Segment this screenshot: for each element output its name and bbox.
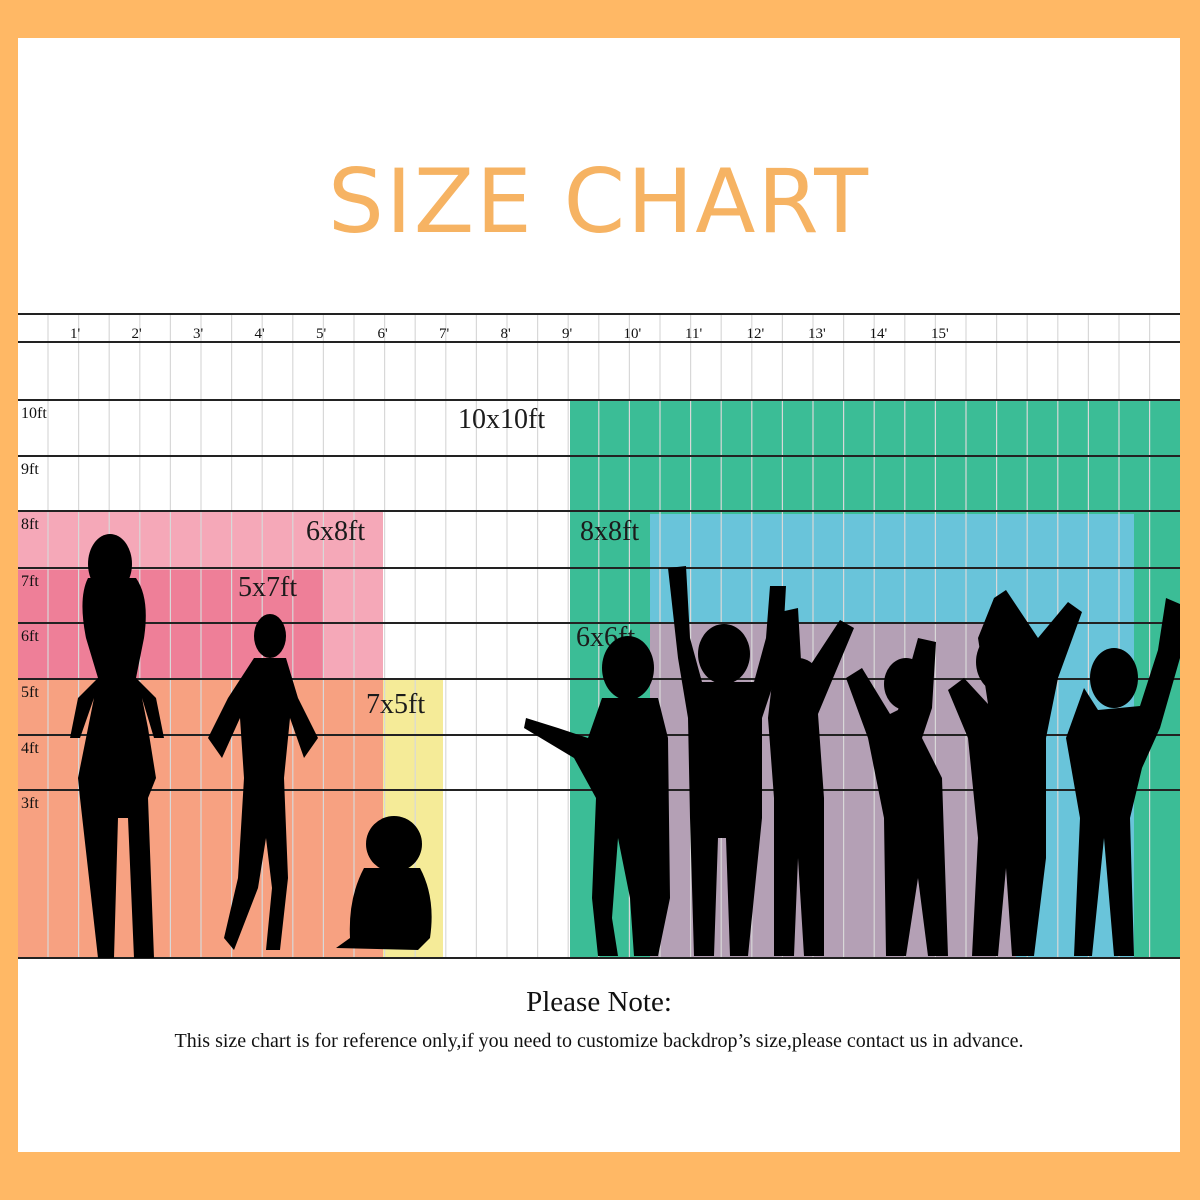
label-6x8: 6x8ft (306, 516, 365, 547)
width-tick-label: 14' (870, 326, 888, 342)
label-10x10: 10x10ft (458, 404, 545, 435)
height-tick-label: 7ft (21, 573, 39, 590)
height-tick-label: 4ft (21, 740, 39, 757)
height-tick-label: 9ft (21, 461, 39, 478)
height-tick-label: 5ft (21, 684, 39, 701)
height-ruler: 10ft 9ft 8ft 7ft 6ft 5ft 4ft 3ft (21, 405, 47, 812)
width-tick-label: 1' (70, 326, 81, 342)
width-tick-label: 2' (132, 326, 143, 342)
width-tick-label: 8' (501, 326, 512, 342)
width-tick-label: 11' (685, 326, 702, 342)
woman-silhouette (70, 534, 164, 958)
baby-silhouette (336, 816, 432, 950)
label-7x5: 7x5ft (366, 689, 425, 720)
width-tick-label: 4' (255, 326, 266, 342)
width-tick-label: 6' (378, 326, 389, 342)
label-8x8: 8x8ft (580, 516, 639, 547)
width-ruler: 1' 2' 3' 4' 5' 6' 7' 8' 9' 10' 11' 12' 13' 14' 15' (70, 326, 949, 342)
note-heading: Please Note: (526, 986, 672, 1018)
page-title: SIZE CHART (328, 150, 870, 253)
width-tick-label: 7' (439, 326, 450, 342)
width-tick-label: 3' (193, 326, 204, 342)
size-chart-graphic: 1' 2' 3' 4' 5' 6' 7' 8' 9' 10' 11' 12' 13' 14' 15' 10f… (18, 313, 1180, 959)
height-tick-label: 6ft (21, 628, 39, 645)
width-tick-label: 9' (562, 326, 573, 342)
silhouette-group (70, 534, 1180, 958)
note-text: This size chart is for reference only,if… (174, 1030, 1024, 1052)
label-5x7: 5x7ft (238, 572, 297, 603)
girl-silhouette (208, 614, 318, 950)
width-tick-label: 5' (316, 326, 327, 342)
width-tick-label: 15' (931, 326, 949, 342)
height-tick-label: 10ft (21, 405, 47, 422)
height-tick-label: 8ft (21, 516, 39, 533)
kids-group-silhouette (524, 566, 1180, 956)
height-tick-label: 3ft (21, 795, 39, 812)
width-tick-label: 13' (808, 326, 826, 342)
size-chart-card: SIZE CHART 1' 2' 3' 4' 5' 6' 7' 8' 9' 10' 11' 12' 13… (18, 38, 1180, 1152)
width-tick-label: 12' (747, 326, 765, 342)
width-tick-label: 10' (624, 326, 642, 342)
